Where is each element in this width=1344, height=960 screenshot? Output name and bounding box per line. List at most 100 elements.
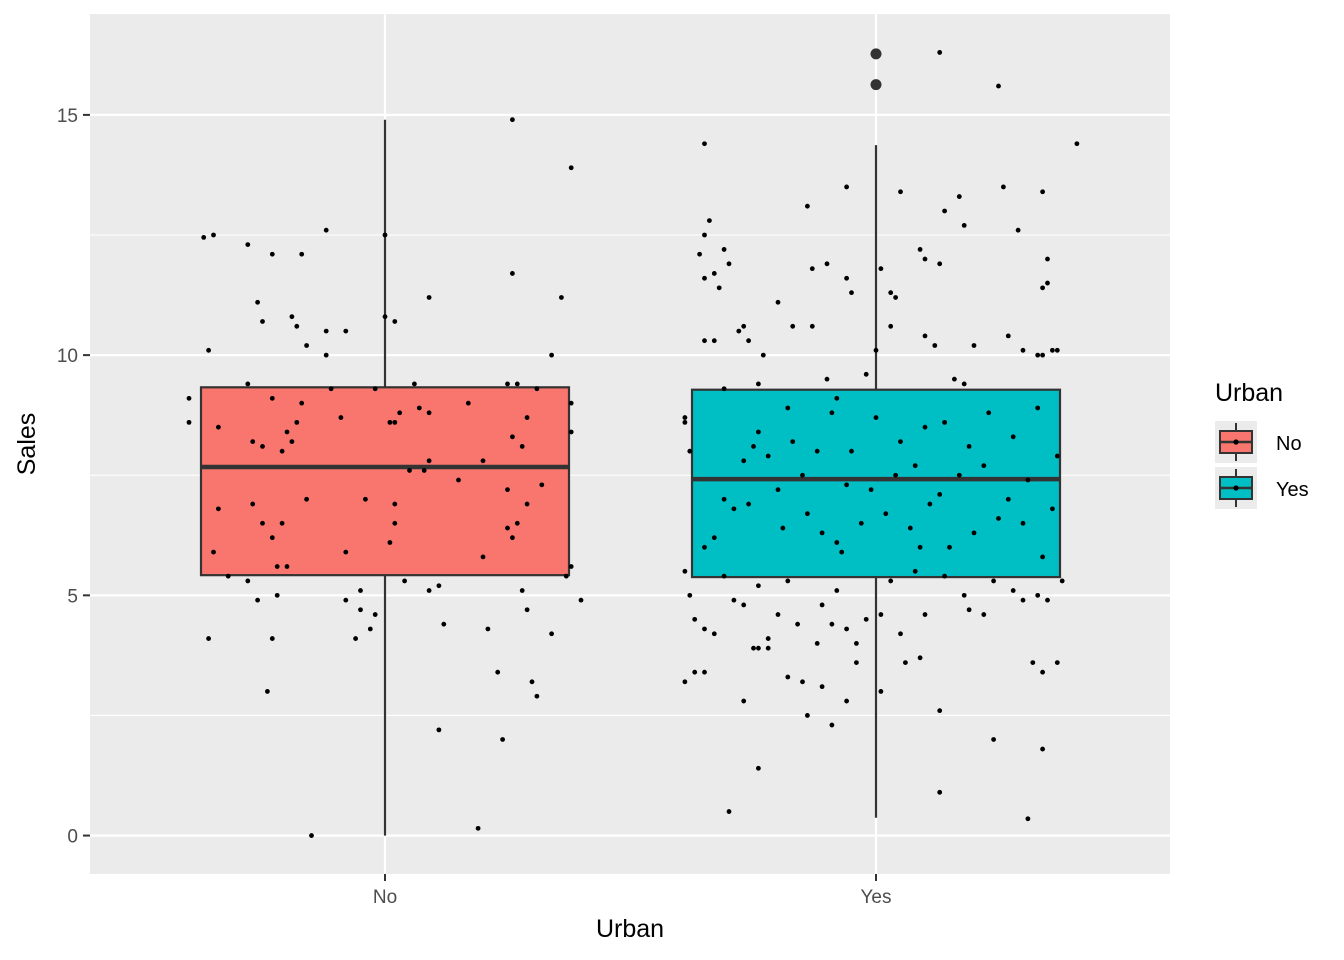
data-point [392, 419, 398, 425]
data-point [844, 184, 849, 190]
data-point [756, 429, 761, 435]
data-point [201, 235, 207, 240]
data-point [687, 592, 693, 598]
data-point [785, 405, 791, 411]
data-point [741, 323, 747, 329]
data-point [323, 352, 329, 358]
data-point [211, 232, 216, 238]
data-point [746, 501, 751, 507]
data-point [844, 275, 849, 281]
data-point [1045, 597, 1050, 603]
data-point [519, 588, 525, 593]
data-point [873, 347, 879, 353]
data-point [952, 376, 957, 382]
data-point [1040, 352, 1045, 358]
data-point [844, 482, 849, 488]
data-point [888, 323, 894, 329]
data-point [1010, 588, 1016, 593]
data-point [1040, 746, 1045, 752]
data-point [937, 261, 943, 267]
data-point [829, 621, 835, 627]
data-point [1010, 434, 1016, 440]
data-point [912, 463, 918, 469]
data-point [480, 554, 486, 560]
data-point [568, 564, 574, 569]
data-point [834, 395, 840, 401]
data-point [922, 333, 928, 339]
data-point [1035, 592, 1041, 598]
data-point [756, 583, 761, 589]
data-point [927, 501, 933, 507]
data-point [475, 825, 481, 831]
data-point [917, 655, 923, 661]
data-point [819, 602, 825, 608]
data-point [250, 501, 256, 507]
data-point [682, 419, 688, 425]
data-point [343, 549, 349, 555]
data-point [1054, 453, 1060, 459]
data-point [1040, 285, 1045, 291]
data-point [922, 612, 928, 617]
data-point [956, 194, 962, 199]
data-point [1025, 816, 1031, 822]
data-point [505, 525, 510, 531]
data-point [702, 626, 707, 632]
data-point [1025, 477, 1031, 483]
data-point [505, 487, 510, 493]
data-point [363, 496, 368, 502]
data-point [568, 400, 574, 406]
data-point [721, 573, 727, 579]
data-point [721, 496, 727, 502]
data-point [986, 410, 992, 416]
data-point [824, 261, 830, 267]
data-point [534, 693, 540, 699]
data-point [392, 319, 398, 324]
data-point [702, 141, 707, 147]
boxes [199, 48, 1062, 836]
data-point [186, 395, 192, 401]
data-point [819, 684, 825, 690]
data-point [343, 597, 349, 603]
data-point [942, 573, 947, 579]
data-point [682, 679, 688, 685]
y-tick-label: 0 [67, 827, 78, 848]
data-point [971, 530, 977, 536]
data-point [814, 640, 820, 646]
data-point [534, 386, 540, 392]
data-point [981, 463, 987, 469]
data-point [682, 568, 688, 574]
data-point [441, 621, 447, 627]
data-point [421, 468, 427, 473]
data-point [495, 669, 501, 675]
data-point [849, 290, 854, 296]
data-point [937, 708, 943, 714]
data-point [206, 347, 212, 353]
data-point [991, 737, 996, 742]
data-point [524, 415, 530, 420]
data-point [756, 765, 761, 771]
data-point [279, 520, 285, 526]
data-point [1020, 520, 1026, 526]
data-point [741, 602, 747, 608]
data-point [323, 227, 329, 233]
data-point [809, 266, 815, 272]
data-point [225, 573, 231, 579]
data-point [711, 535, 717, 541]
data-point [765, 645, 771, 651]
data-point [844, 698, 849, 704]
y-axis: 0 5 10 15 [57, 106, 90, 848]
data-point [387, 540, 393, 545]
data-point [206, 636, 212, 641]
data-point [834, 588, 840, 593]
x-axis-title: Urban [596, 915, 664, 943]
data-point [726, 809, 732, 814]
data-point [367, 626, 373, 632]
data-point [1050, 506, 1055, 512]
data-point [328, 386, 334, 392]
data-point [186, 419, 192, 425]
data-point [505, 381, 510, 387]
data-point [568, 165, 574, 171]
data-point [702, 275, 707, 281]
data-point [868, 487, 874, 493]
data-point [338, 415, 344, 420]
